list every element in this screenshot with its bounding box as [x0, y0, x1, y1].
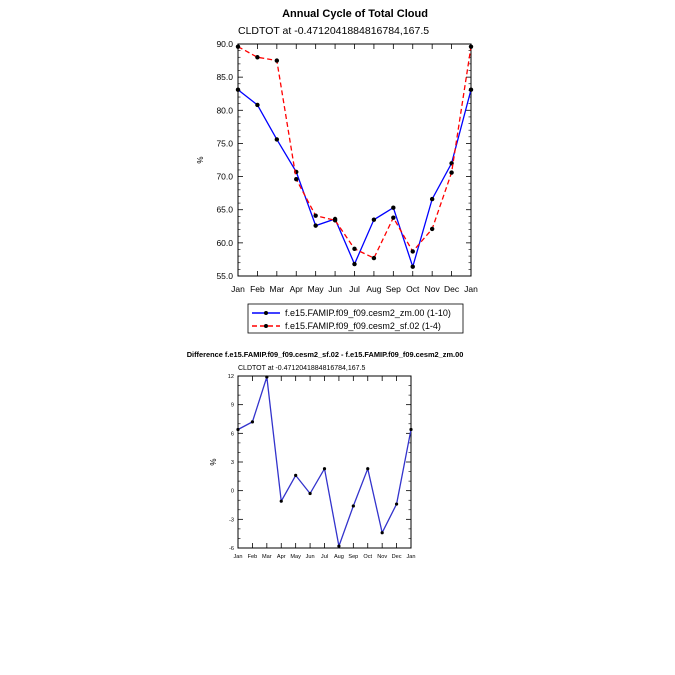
chart2-xtick-label: Jul	[321, 554, 328, 560]
chart2-series-1-point	[236, 427, 240, 432]
chart1-xtick-label: Sep	[386, 284, 401, 294]
chart1-xtick-label: Mar	[270, 284, 285, 294]
chart1-series-2-line	[237, 46, 472, 259]
chart1-series-1-point	[255, 102, 260, 108]
chart2-series-1-point	[366, 467, 370, 471]
chart2-ytick-label: 3	[231, 460, 234, 466]
chart2-xtick-label: Jun	[306, 554, 315, 560]
chart1-series-2-point	[410, 249, 415, 254]
chart2-ytick-label: 9	[231, 403, 234, 409]
chart2-xtick-label: Apr	[277, 554, 286, 560]
chart1-title: Annual Cycle of Total Cloud	[282, 8, 428, 20]
chart2-frame	[237, 375, 412, 549]
chart2-subtitle: CLDTOT at -0.4712041884816784,167.5	[238, 365, 366, 372]
chart1-series-2-point	[468, 44, 474, 49]
chart2-series-1-point	[409, 427, 413, 432]
chart2-ytick-label: 0	[231, 489, 234, 495]
chart1-series-2-point	[332, 218, 338, 223]
chart2-series-1-point	[294, 473, 298, 477]
chart2-xtick-label: Jan	[233, 554, 242, 560]
chart2-series-1-point	[308, 491, 312, 496]
chart2-ytick-label: -3	[229, 517, 234, 523]
chart2-ytick-label: 12	[228, 374, 234, 380]
chart1-series-2-point	[313, 213, 318, 218]
chart1-xtick-label: Nov	[425, 284, 441, 294]
chart1-frame	[237, 43, 472, 277]
chart1-ytick-label: 90.0	[216, 39, 233, 49]
chart1-ylabel: %	[196, 156, 205, 163]
chart1-xtick-label: Jul	[349, 284, 360, 294]
chart1-ytick-label: 70.0	[216, 172, 233, 182]
chart1-ytick-label: 85.0	[216, 72, 233, 82]
chart1-series-1-point	[391, 205, 396, 210]
chart1-series-2-point	[294, 177, 299, 182]
chart2-xtick-label: Oct	[363, 554, 372, 560]
chart1-xtick-label: Feb	[250, 284, 265, 294]
chart2-xtick-label: Mar	[262, 554, 272, 560]
chart2-xtick-label: Feb	[248, 554, 258, 560]
chart1-series-1-point	[274, 137, 280, 142]
chart2-ylabel: %	[209, 458, 218, 465]
chart1-series-1-point	[371, 217, 377, 222]
chart1-ytick-label: 60.0	[216, 238, 233, 248]
chart1-xtick-label: Aug	[366, 284, 381, 294]
chart2-series-1-point	[351, 504, 355, 508]
chart1-series-1-point	[313, 223, 318, 228]
chart1-subtitle: CLDTOT at -0.4712041884816784,167.5	[238, 25, 429, 37]
legend-marker-series-1	[264, 311, 268, 315]
chart1-xtick-label: Oct	[406, 284, 420, 294]
chart1-ytick-label: 75.0	[216, 138, 233, 148]
chart2-xtick-label: Aug	[334, 554, 344, 560]
chart1-series-1-point	[468, 87, 474, 92]
chart2-xtick-label: Sep	[348, 554, 358, 560]
legend-label-series-1: f.e15.FAMIP.f09_f09.cesm2_zm.00 (1-10)	[285, 308, 451, 318]
chart1-xtick-label: May	[308, 284, 325, 294]
chart1-series-1-point	[235, 87, 241, 92]
chart1-series-2-point	[255, 55, 260, 60]
chart2-series-1-point	[322, 467, 327, 471]
legend-marker-series-2	[264, 324, 268, 328]
chart2-series-1-line	[237, 376, 412, 549]
chart2-series-1-point	[337, 544, 341, 548]
chart1-series-1-point	[429, 196, 435, 202]
chart1-series-2-point	[274, 58, 280, 63]
chart1-ytick-label: 80.0	[216, 105, 233, 115]
chart2-xtick-label: May	[290, 554, 301, 560]
legend-box	[247, 303, 464, 334]
chart2-ytick-label: 6	[231, 431, 234, 437]
chart1-series-2-point	[235, 44, 241, 49]
chart1-series-2-point	[429, 226, 435, 232]
legend-label-series-2: f.e15.FAMIP.f09_f09.cesm2_sf.02 (1-4)	[285, 321, 441, 331]
chart2-series-1-point	[380, 531, 384, 535]
chart2-xtick-label: Nov	[377, 554, 387, 560]
chart2-title: Difference f.e15.FAMIP.f09_f09.cesm2_sf.…	[187, 350, 464, 359]
chart1-series-2-point	[352, 246, 357, 252]
chart1-ytick-label: 65.0	[216, 205, 233, 215]
chart1-xtick-label: Apr	[290, 284, 303, 294]
chart2-series-1-point	[279, 499, 283, 503]
chart1-xtick-label: Jan	[464, 284, 478, 294]
chart1-series-2-point	[371, 255, 377, 261]
chart1-xtick-label: Jun	[328, 284, 342, 294]
chart1-plot: Jan Feb Mar Apr May Jun Jul Aug Sep Oct Nov Dec Jan 5…	[216, 39, 478, 294]
chart2-ytick-label: -6	[229, 546, 234, 552]
chart1-series-2-point	[391, 215, 396, 220]
chart1-ytick-label: 55.0	[216, 271, 233, 281]
chart1-legend: f.e15.FAMIP.f09_f09.cesm2_zm.00 (1-10) f…	[247, 303, 464, 334]
chart1-xtick-label: Dec	[444, 284, 460, 294]
chart1-xtick-label: Jan	[231, 284, 245, 294]
chart1-series-2-point	[449, 170, 454, 175]
chart2-series-1-point	[250, 420, 255, 424]
chart2-plot: Jan Feb Mar Apr May Jun Jul Aug Sep Oct Nov Dec Jan -…	[228, 374, 416, 560]
chart1-series-1-point	[352, 261, 357, 267]
chart2-xtick-label: Jan	[406, 554, 415, 560]
chart2-series-1-point	[394, 502, 399, 506]
chart1-series-1-line	[237, 89, 472, 269]
chart2-series-1-point	[265, 375, 269, 379]
chart1-series-1-point	[410, 264, 415, 269]
chart2-xtick-label: Dec	[392, 554, 402, 560]
